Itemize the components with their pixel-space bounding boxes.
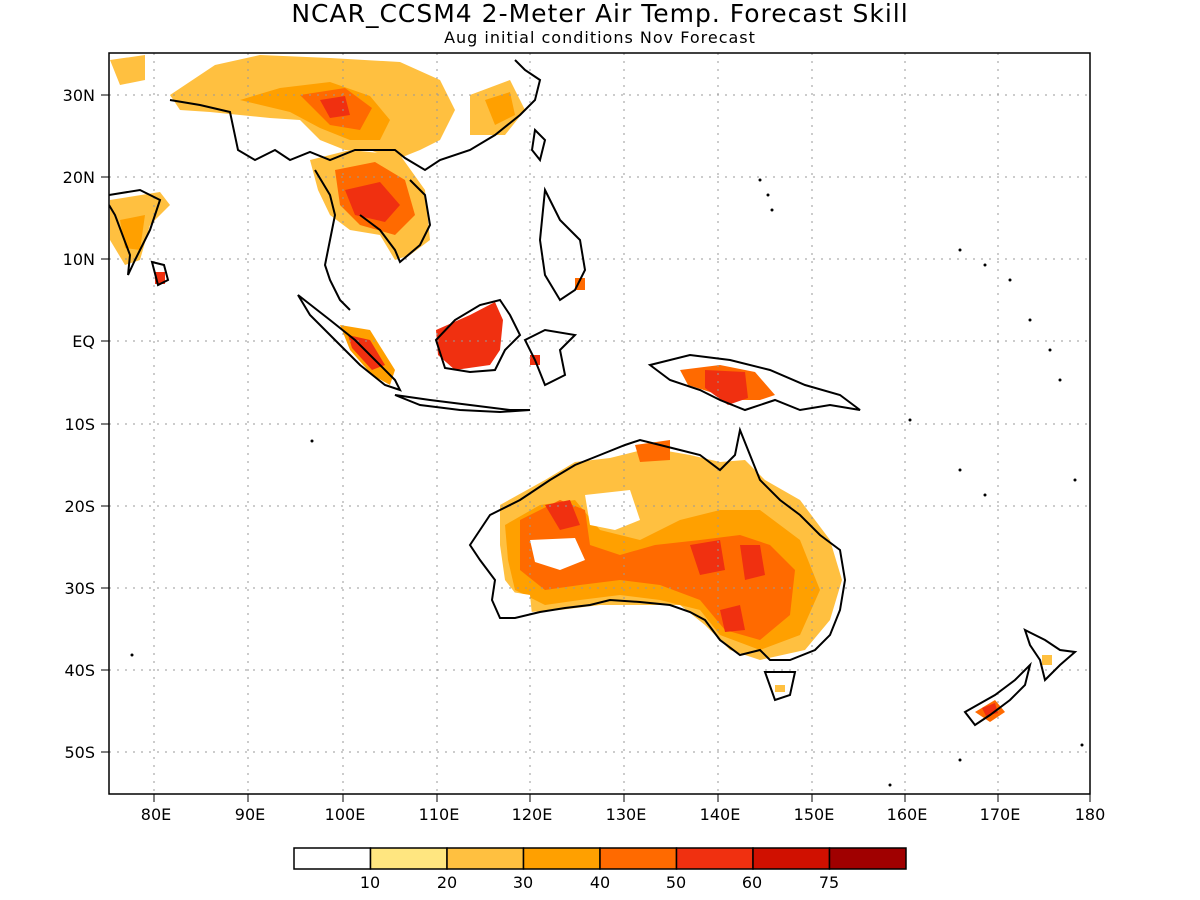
lon-label: 100E [325,805,366,824]
lon-label: 120E [512,805,553,824]
colorbar-label: 60 [742,873,762,892]
colorbar-swatch [675,847,754,870]
colorbar-label: 40 [590,873,610,892]
colorbar-swatch [522,847,601,870]
lon-label: 90E [235,805,265,824]
colorbar-label: 20 [437,873,457,892]
lat-label: 50S [64,743,95,762]
coastline-sumatra [297,294,402,392]
lat-label: EQ [72,332,95,351]
coastline-borneo [434,298,522,374]
axis-ticks [101,94,1091,802]
lat-label: 20N [63,168,95,187]
lat-label: 30S [64,579,95,598]
coastline-tasmania [763,671,797,702]
colorbar-swatch [752,847,831,870]
lon-label: 140E [700,805,741,824]
colorbar-swatch [599,847,678,870]
colorbar-labels: 10 20 30 40 50 60 75 [360,873,839,892]
coastline-asia [109,59,542,311]
coastline-australia [468,426,847,661]
lat-label: 10S [64,415,95,434]
coastline-new-zealand [963,628,1078,727]
lat-label: 20S [64,497,95,516]
coastlines [109,59,1078,727]
map-title: NCAR_CCSM4 2-Meter Air Temp. Forecast Sk… [291,0,909,28]
lon-label: 110E [419,805,460,824]
lon-label: 180 [1075,805,1106,824]
colorbar-label: 50 [666,873,686,892]
lat-label: 30N [63,86,95,105]
colorbar-swatch [369,847,448,870]
coastline-sri-lanka [150,260,170,287]
skill-shading [110,55,1052,722]
lon-label: 170E [980,805,1021,824]
colorbar-swatch [828,847,907,870]
coastline-philippines [538,186,587,302]
lat-label: 10N [63,250,95,269]
colorbar-label: 30 [513,873,533,892]
lon-label: 130E [606,805,647,824]
colorbar-swatch [446,847,525,870]
colorbar-label: 10 [360,873,380,892]
lon-label: 80E [141,805,171,824]
graticule [109,53,1090,794]
coastline-java [394,394,531,414]
coastline-taiwan [530,127,547,163]
island-dots [130,178,1084,787]
skill-region-borneo [436,302,503,370]
lon-label: 160E [887,805,928,824]
coastline-sulawesi [523,328,578,387]
latitude-labels: 30N 20N 10N EQ 10S 20S 30S 40S 50S [63,86,95,762]
colorbar-label: 75 [819,873,839,892]
colorbar-swatch [293,847,372,870]
colorbar: 10 20 30 40 50 60 75 [293,847,907,892]
lat-label: 40S [64,661,95,680]
colorbar-swatches [293,847,907,870]
map-subtitle: Aug initial conditions Nov Forecast [444,28,756,47]
coastline-new-guinea [647,353,861,412]
lon-label: 150E [794,805,835,824]
longitude-labels: 80E 90E 100E 110E 120E 130E 140E 150E 16… [141,805,1106,824]
